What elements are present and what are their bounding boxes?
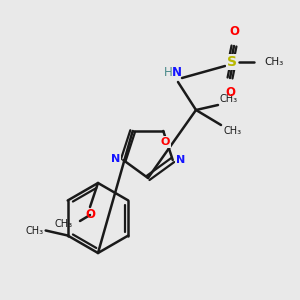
Text: N: N — [172, 66, 182, 79]
Text: H: H — [164, 66, 172, 79]
Text: N: N — [176, 155, 185, 165]
Text: O: O — [85, 208, 95, 221]
Text: CH₃: CH₃ — [264, 57, 283, 67]
Text: CH₃: CH₃ — [220, 94, 238, 104]
Text: O: O — [229, 25, 239, 38]
Text: CH₃: CH₃ — [223, 126, 241, 136]
Text: CH₃: CH₃ — [55, 219, 73, 229]
Text: O: O — [225, 86, 235, 99]
Text: S: S — [227, 55, 237, 69]
Text: N: N — [111, 154, 120, 164]
Text: CH₃: CH₃ — [26, 226, 44, 236]
Text: O: O — [160, 137, 170, 147]
